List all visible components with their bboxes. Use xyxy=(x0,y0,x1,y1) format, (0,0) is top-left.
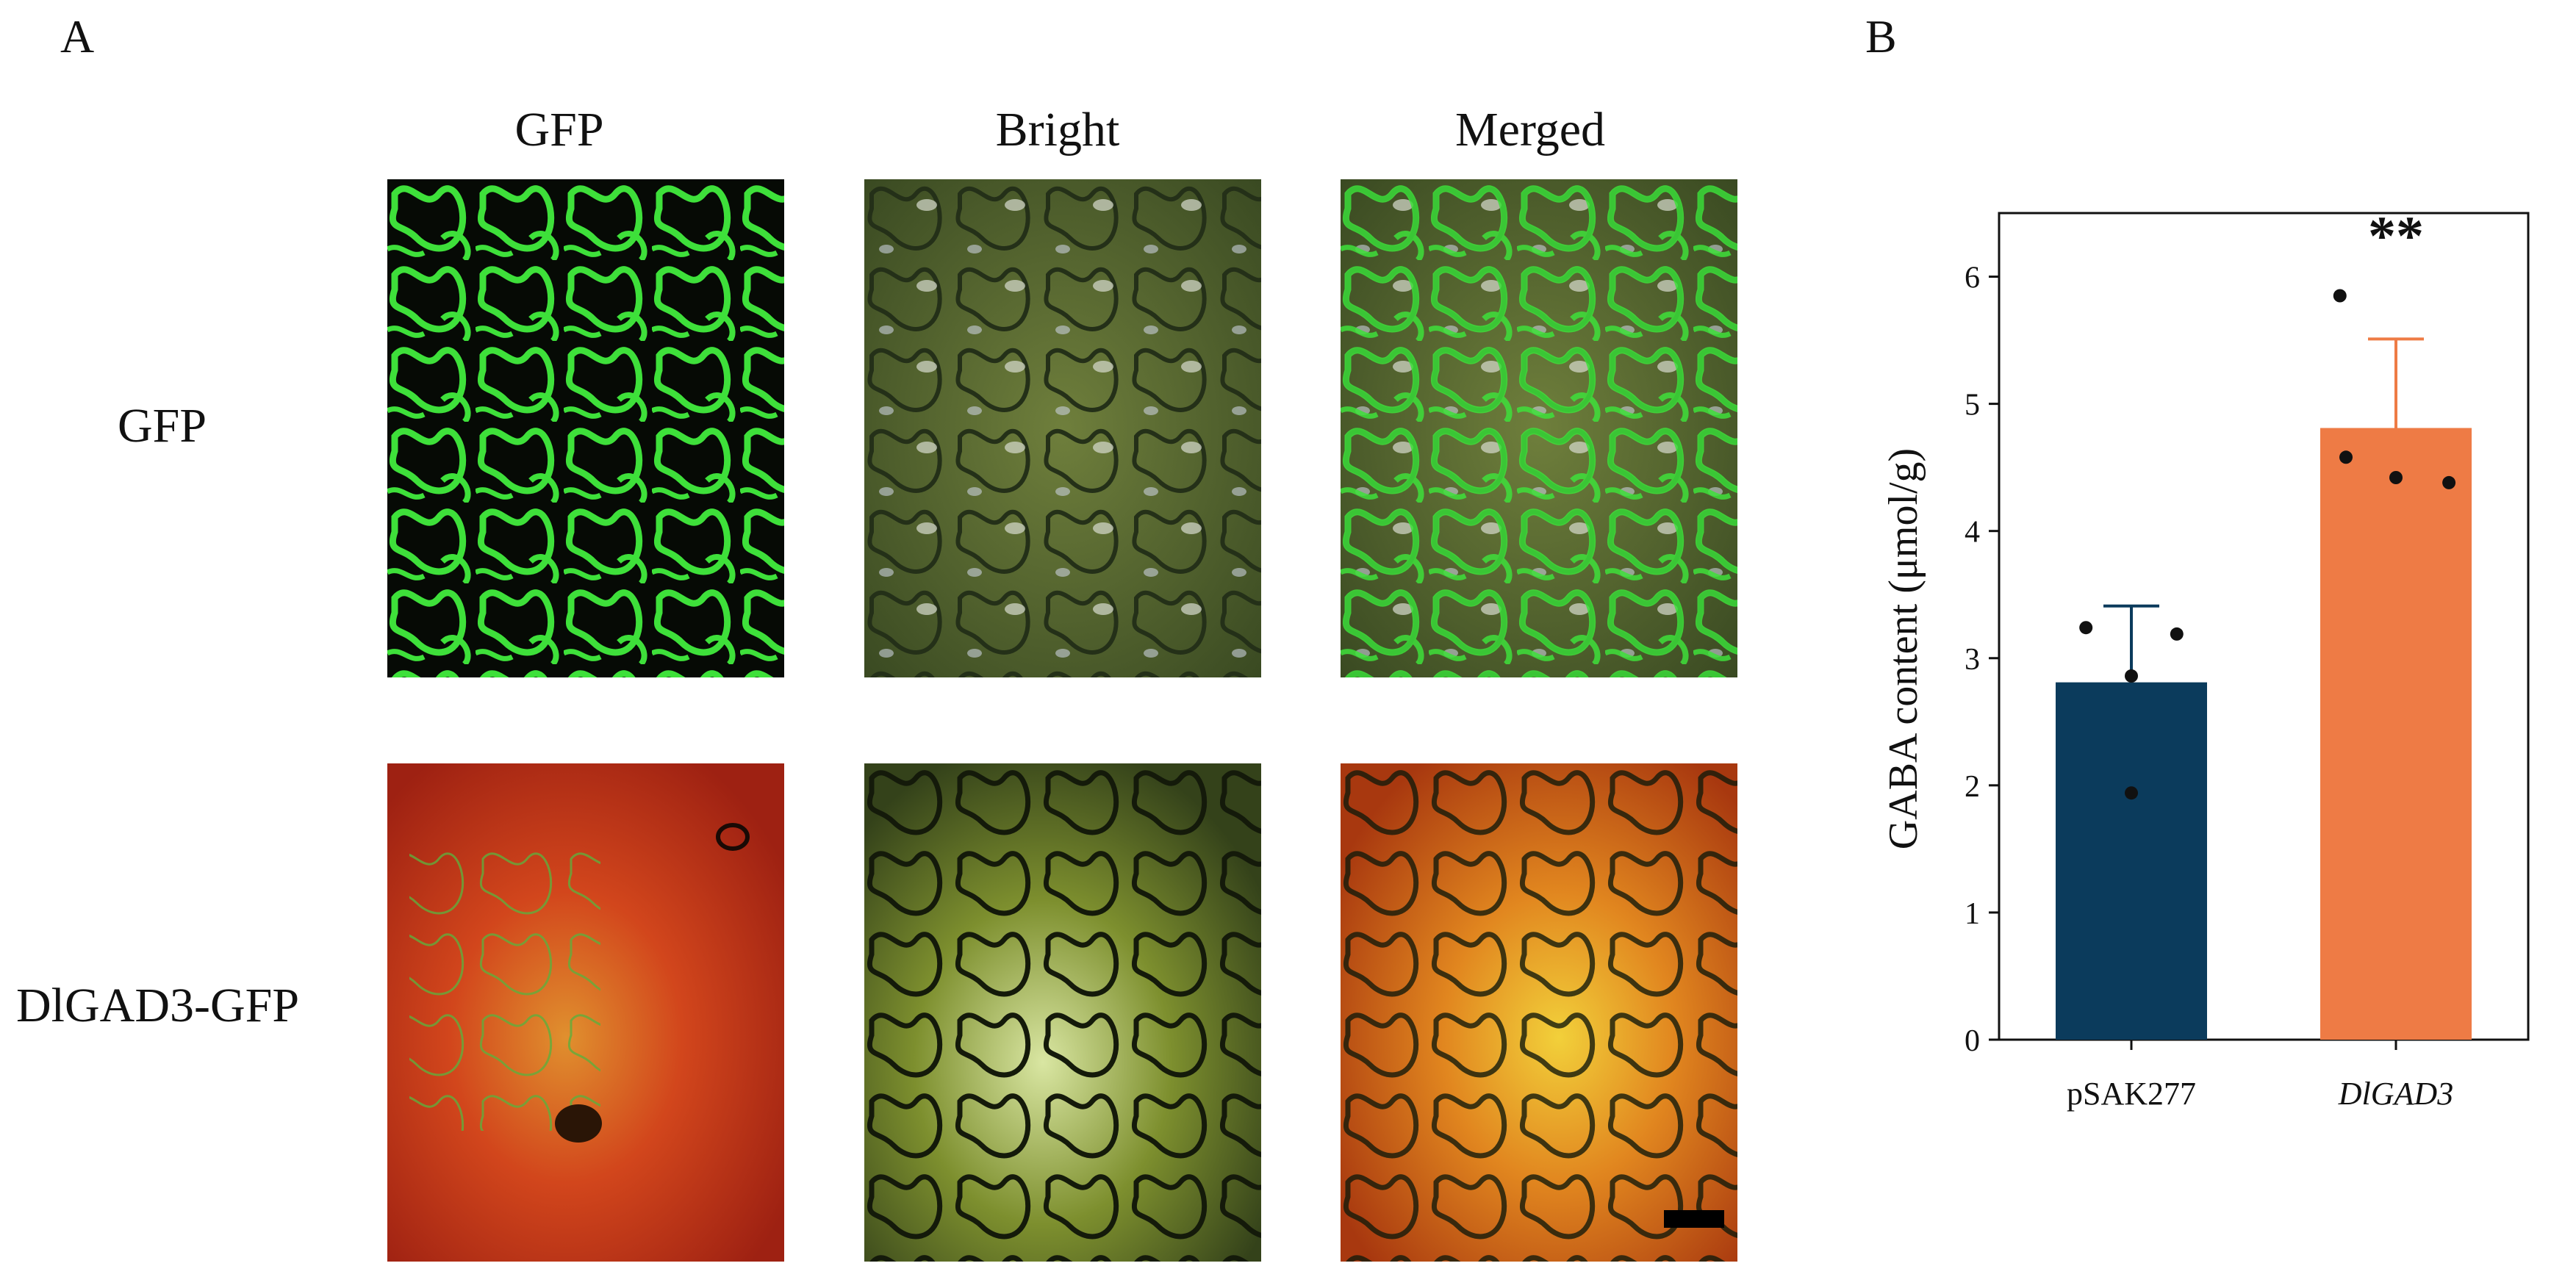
data-point xyxy=(2389,471,2403,484)
micrograph-gfp-merged xyxy=(1341,179,1737,677)
data-point xyxy=(2339,450,2353,464)
y-tick-label: 2 xyxy=(1965,770,1980,804)
data-point xyxy=(2442,475,2456,489)
row-label-gfp: GFP xyxy=(118,399,207,453)
scale-bar xyxy=(1664,1210,1724,1228)
y-tick-label: 0 xyxy=(1965,1024,1980,1058)
significance-label: ** xyxy=(2368,205,2424,267)
micrograph-gfp-gfp xyxy=(387,179,784,677)
micrograph-dlgad3-gfp xyxy=(387,763,784,1262)
x-tick-label-dlgad3: DlGAD3 xyxy=(2338,1076,2453,1112)
data-point xyxy=(2333,289,2347,303)
y-tick-label: 3 xyxy=(1965,643,1980,677)
micrograph-dlgad3-merged xyxy=(1341,763,1737,1262)
panel-a-letter: A xyxy=(60,10,95,62)
panel-b-letter: B xyxy=(1865,10,1897,62)
gaba-bar-chart: ** 0 1 2 3 4 5 6 pSAK277 DlGAD3 GABA content (μm… xyxy=(1881,205,2530,1112)
x-tick-label-psak277: pSAK277 xyxy=(2067,1076,2196,1112)
micrograph-dlgad3-bright xyxy=(864,763,1261,1262)
column-header-gfp: GFP xyxy=(514,103,604,157)
micrograph-gfp-bright xyxy=(864,179,1261,677)
plot-frame xyxy=(1998,212,2530,1041)
y-tick-label: 5 xyxy=(1965,389,1980,422)
data-point xyxy=(2170,627,2184,641)
column-header-merged: Merged xyxy=(1454,103,1606,157)
data-point xyxy=(2079,621,2093,635)
data-point xyxy=(2125,786,2138,800)
bar-psak277 xyxy=(2056,682,2207,1040)
y-tick-label: 4 xyxy=(1965,516,1980,550)
y-tick-label: 6 xyxy=(1965,262,1980,295)
column-header-bright: Bright xyxy=(995,103,1120,157)
data-point xyxy=(2125,669,2138,683)
y-tick-label: 1 xyxy=(1965,897,1980,931)
row-label-dlgad3-gfp: DlGAD3-GFP xyxy=(16,979,300,1032)
bar-dlgad3 xyxy=(2320,428,2472,1040)
y-axis-title: GABA content (μmol/g) xyxy=(1881,448,1926,849)
